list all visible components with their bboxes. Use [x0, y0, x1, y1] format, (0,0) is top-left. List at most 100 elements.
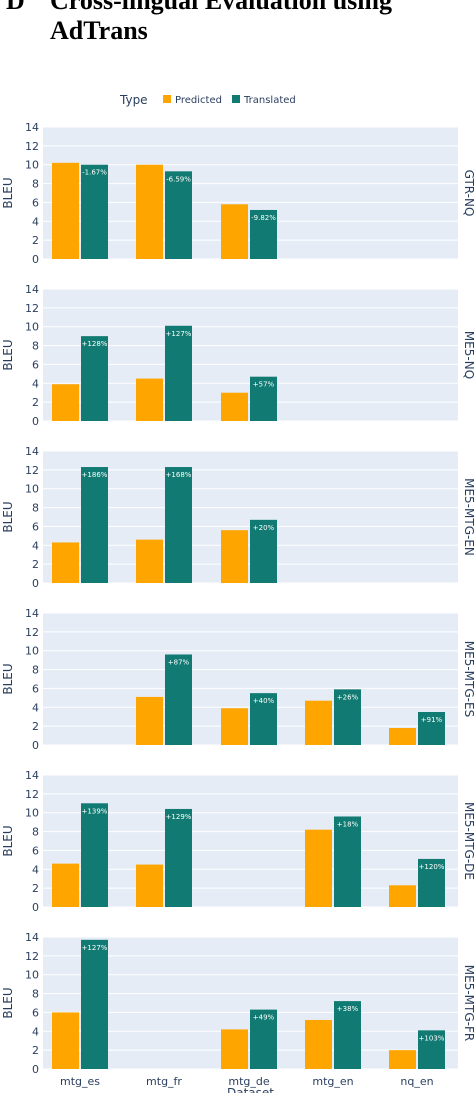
- y-tick-label: 10: [25, 159, 39, 172]
- y-tick-label: 0: [32, 577, 39, 590]
- bar-translated: [81, 164, 108, 259]
- data-label: +87%: [168, 658, 190, 666]
- y-tick-label: 10: [25, 807, 39, 820]
- chart-panels: 0 2 4 6 8 10 12 14 BLEU GTR-NQ -1.67% -6.59% -9.82% 0…: [1, 121, 474, 1076]
- data-label: +20%: [253, 524, 275, 532]
- data-label: +127%: [82, 944, 108, 952]
- data-label: -9.82%: [251, 214, 276, 222]
- bar-predicted: [221, 204, 248, 259]
- bar-predicted: [136, 864, 163, 907]
- y-tick-label: 6: [32, 196, 39, 209]
- bar-predicted: [136, 378, 163, 421]
- panel-gtr-nq: 0 2 4 6 8 10 12 14 BLEU GTR-NQ -1.67% -6.59% -9.82%: [1, 121, 474, 266]
- data-label: +127%: [166, 330, 192, 338]
- data-label: +168%: [166, 471, 192, 479]
- section-title-line-1: Cross-lingual Evaluation using: [50, 0, 392, 15]
- data-label: +128%: [82, 340, 108, 348]
- bar-predicted: [305, 829, 332, 907]
- bar-translated: [334, 689, 361, 745]
- y-tick-label: 0: [32, 415, 39, 428]
- bar-predicted: [52, 542, 79, 583]
- data-label: +57%: [253, 381, 275, 389]
- y-tick-label: 14: [25, 769, 39, 782]
- data-label: -1.67%: [82, 169, 107, 177]
- panel-me5-nq: 0 2 4 6 8 10 12 14 BLEU ME5-NQ +128% +127% +57%: [1, 283, 474, 428]
- y-tick-label: 14: [25, 283, 39, 296]
- data-label: -6.59%: [166, 175, 191, 183]
- bar-translated: [418, 858, 445, 907]
- bar-predicted: [52, 1012, 79, 1069]
- y-axis-title: BLEU: [1, 987, 15, 1018]
- legend-swatch-predicted: [163, 95, 171, 103]
- bar-predicted: [389, 1050, 416, 1069]
- bar-translated: [165, 171, 192, 259]
- bar-translated: [165, 654, 192, 745]
- y-tick-label: 10: [25, 321, 39, 334]
- bar-predicted: [136, 539, 163, 583]
- y-tick-label: 6: [32, 682, 39, 695]
- bar-translated: [81, 803, 108, 907]
- y-tick-label: 0: [32, 1063, 39, 1076]
- data-label: +129%: [166, 813, 192, 821]
- y-tick-label: 12: [25, 464, 39, 477]
- bar-predicted: [221, 392, 248, 421]
- legend-label-translated: Translated: [243, 95, 296, 106]
- y-tick-label: 4: [32, 1025, 39, 1038]
- bar-translated: [418, 1030, 445, 1069]
- legend-label-predicted: Predicted: [175, 95, 222, 106]
- y-tick-label: 6: [32, 1006, 39, 1019]
- y-tick-label: 0: [32, 253, 39, 266]
- bar-translated: [81, 336, 108, 421]
- bar-translated: [334, 1001, 361, 1069]
- x-axis-title: Dataset: [227, 1086, 274, 1093]
- y-tick-label: 12: [25, 626, 39, 639]
- y-tick-label: 10: [25, 645, 39, 658]
- y-tick-label: 8: [32, 340, 39, 353]
- legend-swatch-translated: [232, 95, 240, 103]
- x-tick-label: nq_en: [400, 1075, 433, 1088]
- y-tick-label: 10: [25, 483, 39, 496]
- bar-translated: [334, 816, 361, 907]
- chart-legend: Type Predicted Translated: [119, 93, 296, 107]
- data-label: +26%: [337, 693, 359, 701]
- data-label: +38%: [337, 1005, 359, 1013]
- y-tick-label: 8: [32, 502, 39, 515]
- y-tick-label: 8: [32, 664, 39, 677]
- facet-label: GTR-NQ: [462, 170, 474, 217]
- x-tick-label: mtg_es: [60, 1075, 100, 1088]
- y-tick-label: 4: [32, 215, 39, 228]
- section-title-line-2: AdTrans: [50, 16, 148, 45]
- x-axis: mtg_es mtg_fr mtg_de mtg_en nq_en Dataset: [60, 1075, 434, 1093]
- bar-predicted: [52, 384, 79, 421]
- y-tick-label: 2: [32, 396, 39, 409]
- x-tick-label: mtg_de: [228, 1075, 269, 1088]
- bar-predicted: [221, 530, 248, 583]
- data-label: +139%: [82, 807, 108, 815]
- data-label: +120%: [419, 863, 445, 871]
- section-letter: D: [6, 0, 25, 15]
- data-label: +103%: [419, 1034, 445, 1042]
- y-tick-label: 14: [25, 931, 39, 944]
- y-axis-title: BLEU: [1, 177, 15, 208]
- y-tick-label: 6: [32, 844, 39, 857]
- x-tick-label: mtg_fr: [146, 1075, 182, 1088]
- bar-predicted: [305, 700, 332, 745]
- facet-label: ME5-MTG-EN: [462, 478, 474, 556]
- y-tick-label: 8: [32, 826, 39, 839]
- bar-translated: [165, 325, 192, 421]
- bar-predicted: [389, 728, 416, 745]
- bar-translated: [418, 712, 445, 745]
- y-tick-label: 2: [32, 882, 39, 895]
- y-tick-label: 14: [25, 121, 39, 134]
- data-label: +40%: [253, 697, 275, 705]
- y-tick-label: 12: [25, 788, 39, 801]
- bar-translated: [250, 209, 277, 259]
- y-axis-title: BLEU: [1, 825, 15, 856]
- data-label: +49%: [253, 1014, 275, 1022]
- y-tick-label: 2: [32, 720, 39, 733]
- y-tick-label: 0: [32, 901, 39, 914]
- x-tick-label: mtg_en: [312, 1075, 353, 1088]
- bar-translated: [165, 467, 192, 583]
- facet-label: ME5-MTG-ES: [462, 641, 474, 717]
